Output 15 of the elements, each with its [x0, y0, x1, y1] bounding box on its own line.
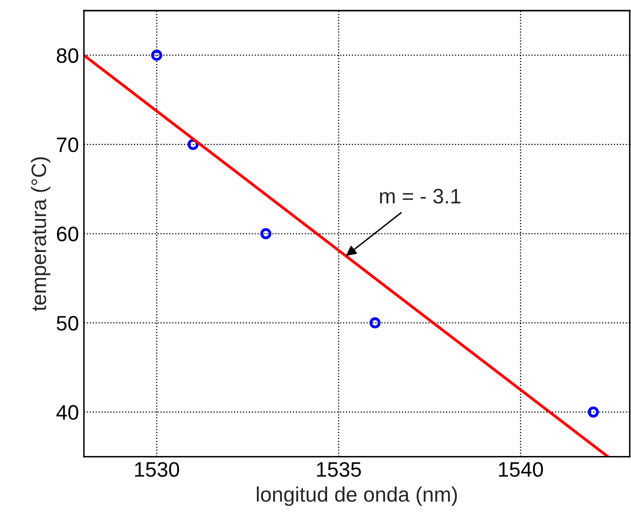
point	[151, 50, 162, 61]
point	[260, 228, 272, 240]
y-tick-label: 50	[56, 316, 78, 331]
y-tick-label: 60	[56, 226, 78, 242]
x-axis-title: longitud de onda (nm)	[256, 486, 457, 506]
y-tick-label: 80	[56, 48, 78, 63]
y-tick-label: 40	[56, 405, 78, 420]
x-tick-label: 1540	[498, 462, 543, 477]
x-tick-label: 1530	[135, 462, 180, 477]
y-axis-title: temperatura (°C)	[30, 157, 50, 311]
point	[588, 406, 599, 418]
point	[369, 317, 381, 328]
annotation: m = - 3.1	[380, 188, 460, 204]
y-tick-label: 70	[56, 137, 78, 152]
x-tick-label: 1535	[317, 462, 361, 477]
